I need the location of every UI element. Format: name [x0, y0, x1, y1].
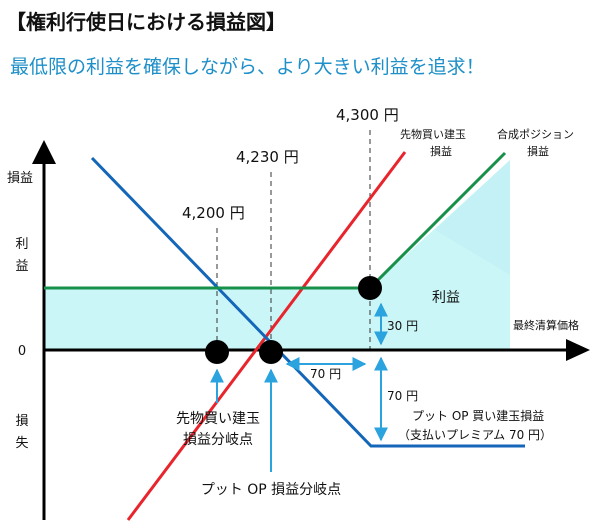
put-breakeven-point — [259, 340, 283, 364]
price-label-4300: 4,300 円 — [336, 106, 399, 124]
futures-breakeven-label-1: 先物買い建玉 — [176, 411, 260, 427]
combined-kink-point — [358, 276, 382, 300]
futures-breakeven-point — [205, 340, 229, 364]
put-breakeven-label: プット OP 損益分岐点 — [201, 482, 341, 498]
diff-30-label: 30 円 — [387, 319, 418, 333]
combined-line-label-2: 損益 — [527, 144, 549, 158]
page-subtitle: 最低限の利益を確保しながら、より大きい利益を追求！ — [10, 56, 485, 78]
put-line-label-1: プット OP 買い建玉損益 — [412, 408, 544, 423]
y-axis-loss-label-1: 損 — [15, 414, 28, 429]
put-line-label-2: （支払いプレミアム 70 円） — [398, 428, 552, 442]
page-title: 【権利行使日における損益図】 — [6, 10, 286, 34]
y-axis-zero-label: 0 — [18, 344, 26, 359]
y-axis-profit-label-1: 利 — [15, 237, 28, 252]
price-label-4200: 4,200 円 — [182, 204, 245, 222]
futures-line-label-1: 先物買い建玉 — [400, 127, 466, 141]
profit-area-highlight — [435, 160, 510, 275]
futures-line-label-2: 損益 — [430, 144, 452, 158]
profit-area-label: 利益 — [432, 290, 460, 306]
y-axis-loss-label-2: 失 — [15, 436, 28, 451]
profit-area-fill — [44, 160, 510, 350]
combined-line-label-1: 合成ポジション — [497, 127, 574, 141]
x-axis-title: 最終清算価格 — [513, 318, 579, 332]
y-axis-arrowhead — [32, 140, 56, 164]
diff-70-horizontal-label: 70 円 — [310, 367, 341, 381]
x-axis-arrowhead — [566, 339, 590, 361]
put-long-line — [90, 156, 525, 448]
y-axis-title: 損益 — [7, 171, 33, 186]
diff-70-vertical-label: 70 円 — [387, 389, 418, 403]
price-label-4230: 4,230 円 — [236, 148, 299, 166]
futures-breakeven-label-2: 損益分岐点 — [183, 432, 253, 448]
y-axis-profit-label-2: 益 — [15, 259, 28, 274]
